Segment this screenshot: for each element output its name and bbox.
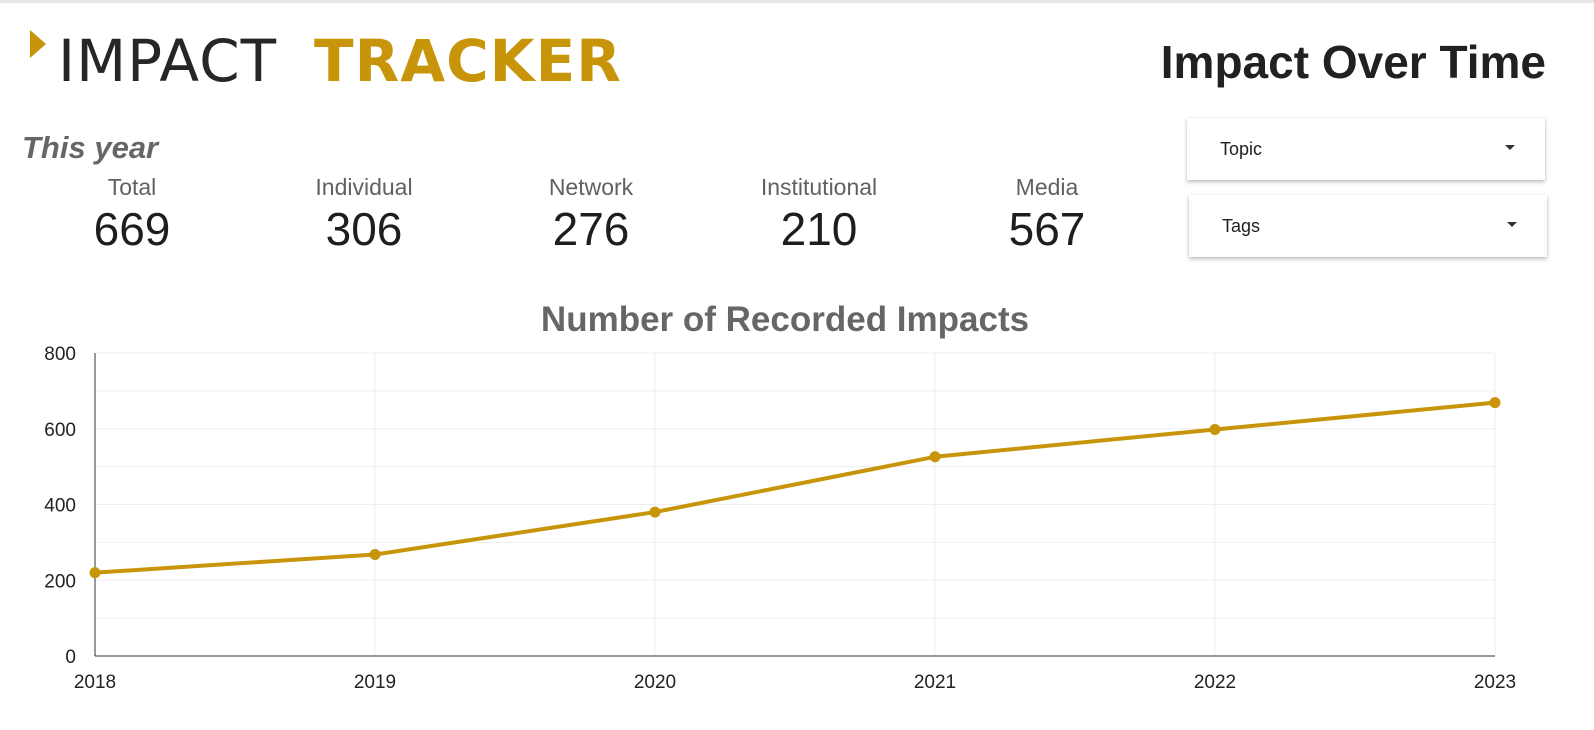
tags-dropdown[interactable]: Tags bbox=[1189, 195, 1547, 257]
topic-dropdown-label: Topic bbox=[1220, 139, 1263, 159]
data-point bbox=[929, 451, 941, 463]
y-tick-label: 400 bbox=[44, 496, 76, 517]
this-year-label: This year bbox=[22, 130, 159, 165]
stat-total: Total 669 bbox=[22, 172, 242, 256]
stat-value: 669 bbox=[93, 203, 171, 255]
stat-value: 210 bbox=[780, 203, 858, 255]
stat-media: Media 567 bbox=[937, 172, 1157, 256]
data-point bbox=[1489, 397, 1501, 409]
chart-title: Number of Recorded Impacts bbox=[540, 300, 1030, 339]
stat-institutional: Institutional 210 bbox=[709, 172, 929, 256]
stat-value: 276 bbox=[552, 203, 630, 255]
line-chart: 0 200 400 600 800 2018 2019 2020 2021 2022 2023 bbox=[44, 344, 1516, 693]
y-tick-label: 600 bbox=[44, 420, 76, 441]
x-tick-label: 2020 bbox=[634, 672, 676, 693]
impact-tracker-logo: IMPACT TRACKER bbox=[24, 24, 624, 94]
y-tick-label: 200 bbox=[44, 571, 76, 592]
top-border bbox=[0, 0, 1594, 3]
data-point bbox=[649, 506, 661, 518]
x-tick-label: 2018 bbox=[74, 672, 116, 693]
stat-label: Institutional bbox=[760, 174, 878, 200]
logo-word-tracker: TRACKER bbox=[314, 27, 622, 95]
stat-value: 306 bbox=[325, 203, 403, 255]
x-tick-label: 2023 bbox=[1474, 672, 1516, 693]
x-tick-label: 2021 bbox=[914, 672, 956, 693]
stat-individual: Individual 306 bbox=[254, 172, 474, 256]
caret-down-icon bbox=[1505, 145, 1515, 150]
stat-value: 567 bbox=[1008, 203, 1086, 255]
stat-label: Media bbox=[1015, 174, 1079, 200]
caret-down-icon bbox=[1507, 222, 1517, 227]
y-tick-label: 0 bbox=[65, 647, 76, 668]
x-tick-label: 2019 bbox=[354, 672, 396, 693]
data-point bbox=[1209, 424, 1221, 436]
tags-dropdown-label: Tags bbox=[1222, 216, 1261, 236]
data-point bbox=[369, 548, 381, 560]
logo-word-impact: IMPACT bbox=[58, 27, 277, 95]
series-line bbox=[93, 400, 1497, 575]
topic-dropdown[interactable]: Topic bbox=[1187, 118, 1545, 180]
data-point bbox=[89, 567, 101, 579]
y-tick-label: 800 bbox=[44, 344, 76, 365]
page-title: Impact Over Time bbox=[1160, 36, 1546, 88]
stat-label: Network bbox=[548, 174, 634, 200]
stat-label: Total bbox=[107, 174, 157, 200]
stat-label: Individual bbox=[315, 174, 413, 200]
x-tick-label: 2022 bbox=[1194, 672, 1236, 693]
stat-network: Network 276 bbox=[481, 172, 701, 256]
logo-arrow-icon bbox=[30, 30, 46, 58]
